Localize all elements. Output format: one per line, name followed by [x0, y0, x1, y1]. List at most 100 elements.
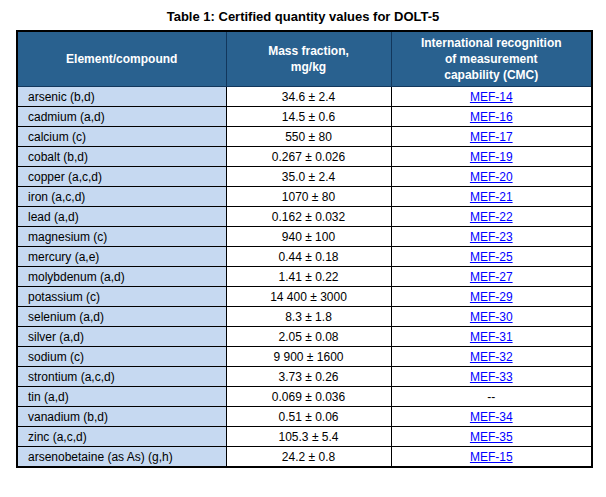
- element-cell: tin (a,d): [17, 387, 226, 407]
- cmc-link[interactable]: MEF-30: [470, 310, 513, 324]
- mass-fraction-cell: 0.069 ± 0.036: [226, 387, 391, 407]
- cmc-cell: MEF-21: [391, 187, 592, 207]
- element-cell: silver (a,d): [17, 327, 226, 347]
- mass-fraction-cell: 105.3 ± 5.4: [226, 427, 391, 447]
- element-cell: arsenobetaine (as As) (g,h): [17, 447, 226, 468]
- table-row: cobalt (b,d)0.267 ± 0.026 MEF-19: [17, 147, 592, 167]
- cmc-link[interactable]: MEF-34: [470, 410, 513, 424]
- mass-fraction-cell: 0.44 ± 0.18: [226, 247, 391, 267]
- cmc-cell: MEF-30: [391, 307, 592, 327]
- cmc-link[interactable]: MEF-14: [470, 90, 513, 104]
- element-cell: lead (a,d): [17, 207, 226, 227]
- element-cell: vanadium (b,d): [17, 407, 226, 427]
- cmc-cell: MEF-32: [391, 347, 592, 367]
- mass-fraction-cell: 550 ± 80: [226, 127, 391, 147]
- certified-values-table: Element/compound Mass fraction, mg/kg In…: [16, 30, 593, 468]
- cmc-cell: MEF-27: [391, 267, 592, 287]
- element-cell: magnesium (c): [17, 227, 226, 247]
- cmc-link[interactable]: MEF-20: [470, 170, 513, 184]
- mass-fraction-cell: 24.2 ± 0.8: [226, 447, 391, 468]
- table-row: mercury (a,e)0.44 ± 0.18 MEF-25: [17, 247, 592, 267]
- table-header: Element/compound Mass fraction, mg/kg In…: [17, 31, 592, 87]
- cmc-cell: MEF-16: [391, 107, 592, 127]
- cmc-cell: MEF-17: [391, 127, 592, 147]
- cmc-link[interactable]: MEF-22: [470, 210, 513, 224]
- cmc-link[interactable]: MEF-31: [470, 330, 513, 344]
- table-row: arsenic (b,d)34.6 ± 2.4 MEF-14: [17, 87, 592, 107]
- cmc-link[interactable]: MEF-29: [470, 290, 513, 304]
- mass-fraction-cell: 0.267 ± 0.026: [226, 147, 391, 167]
- cmc-cell: MEF-20: [391, 167, 592, 187]
- element-cell: selenium (a,d): [17, 307, 226, 327]
- cmc-cell: MEF-33: [391, 367, 592, 387]
- element-cell: strontium (a,c,d): [17, 367, 226, 387]
- mass-fraction-cell: 940 ± 100: [226, 227, 391, 247]
- cmc-link[interactable]: MEF-35: [470, 430, 513, 444]
- cmc-cell: MEF-25: [391, 247, 592, 267]
- table-row: sodium (c)9 900 ± 1600 MEF-32: [17, 347, 592, 367]
- cmc-link[interactable]: MEF-16: [470, 110, 513, 124]
- cmc-link[interactable]: MEF-19: [470, 150, 513, 164]
- table-body: arsenic (b,d)34.6 ± 2.4 MEF-14 cadmium (a,…: [17, 87, 592, 468]
- cmc-cell: MEF-14: [391, 87, 592, 107]
- mass-fraction-cell: 1.41 ± 0.22: [226, 267, 391, 287]
- cmc-cell: MEF-35: [391, 427, 592, 447]
- table-row: copper (a,c,d)35.0 ± 2.4MEF-20: [17, 167, 592, 187]
- element-cell: potassium (c): [17, 287, 226, 307]
- mass-fraction-cell: 14 400 ± 3000: [226, 287, 391, 307]
- element-cell: zinc (a,c,d): [17, 427, 226, 447]
- element-cell: iron (a,c,d): [17, 187, 226, 207]
- cmc-link[interactable]: MEF-25: [470, 250, 513, 264]
- table-row: silver (a,d)2.05 ± 0.08 MEF-31: [17, 327, 592, 347]
- header-mass-fraction: Mass fraction, mg/kg: [226, 31, 391, 87]
- cmc-cell: MEF-15: [391, 447, 592, 468]
- mass-fraction-cell: 9 900 ± 1600: [226, 347, 391, 367]
- document-page: Table 1: Certified quantity values for D…: [0, 0, 606, 497]
- mass-fraction-cell: 34.6 ± 2.4: [226, 87, 391, 107]
- table-row: vanadium (b,d)0.51 ± 0.06 MEF-34: [17, 407, 592, 427]
- cmc-cell: MEF-34: [391, 407, 592, 427]
- cmc-link[interactable]: MEF-32: [470, 350, 513, 364]
- mass-fraction-cell: 1070 ± 80: [226, 187, 391, 207]
- cmc-link[interactable]: MEF-23: [470, 230, 513, 244]
- mass-fraction-cell: 2.05 ± 0.08: [226, 327, 391, 347]
- cmc-link[interactable]: MEF-17: [470, 130, 513, 144]
- table-row: strontium (a,c,d)3.73 ± 0.26 MEF-33: [17, 367, 592, 387]
- element-cell: cadmium (a,d): [17, 107, 226, 127]
- header-row: Element/compound Mass fraction, mg/kg In…: [17, 31, 592, 87]
- table-row: iron (a,c,d)1070 ± 80 MEF-21: [17, 187, 592, 207]
- table-row: molybdenum (a,d)1.41 ± 0.22 MEF-27: [17, 267, 592, 287]
- cmc-link[interactable]: MEF-33: [470, 370, 513, 384]
- cmc-link[interactable]: MEF-21: [470, 190, 513, 204]
- cmc-link[interactable]: MEF-15: [470, 450, 513, 464]
- cmc-cell: --: [391, 387, 592, 407]
- mass-fraction-cell: 0.162 ± 0.032: [226, 207, 391, 227]
- table-row: lead (a,d)0.162 ± 0.032 MEF-22: [17, 207, 592, 227]
- element-cell: mercury (a,e): [17, 247, 226, 267]
- element-cell: calcium (c): [17, 127, 226, 147]
- table-row: arsenobetaine (as As) (g,h)24.2 ± 0.8 MEF…: [17, 447, 592, 468]
- mass-fraction-cell: 8.3 ± 1.8: [226, 307, 391, 327]
- cmc-link[interactable]: MEF-27: [470, 270, 513, 284]
- table-row: magnesium (c)940 ± 100 MEF-23: [17, 227, 592, 247]
- mass-fraction-cell: 14.5 ± 0.6: [226, 107, 391, 127]
- header-cmc: International recognition of measurement…: [391, 31, 592, 87]
- table-row: cadmium (a,d)14.5 ± 0.6 MEF-16: [17, 107, 592, 127]
- cmc-cell: MEF-23: [391, 227, 592, 247]
- element-cell: sodium (c): [17, 347, 226, 367]
- element-cell: cobalt (b,d): [17, 147, 226, 167]
- header-element-compound: Element/compound: [17, 31, 226, 87]
- table-row: selenium (a,d)8.3 ± 1.8 MEF-30: [17, 307, 592, 327]
- element-cell: molybdenum (a,d): [17, 267, 226, 287]
- table-row: tin (a,d)0.069 ± 0.036--: [17, 387, 592, 407]
- element-cell: arsenic (b,d): [17, 87, 226, 107]
- mass-fraction-cell: 0.51 ± 0.06: [226, 407, 391, 427]
- mass-fraction-cell: 35.0 ± 2.4: [226, 167, 391, 187]
- table-row: calcium (c)550 ± 80 MEF-17: [17, 127, 592, 147]
- table-row: potassium (c)14 400 ± 3000 MEF-29: [17, 287, 592, 307]
- cmc-cell: MEF-22: [391, 207, 592, 227]
- table-row: zinc (a,c,d)105.3 ± 5.4 MEF-35: [17, 427, 592, 447]
- mass-fraction-cell: 3.73 ± 0.26: [226, 367, 391, 387]
- cmc-cell: MEF-31: [391, 327, 592, 347]
- cmc-cell: MEF-29: [391, 287, 592, 307]
